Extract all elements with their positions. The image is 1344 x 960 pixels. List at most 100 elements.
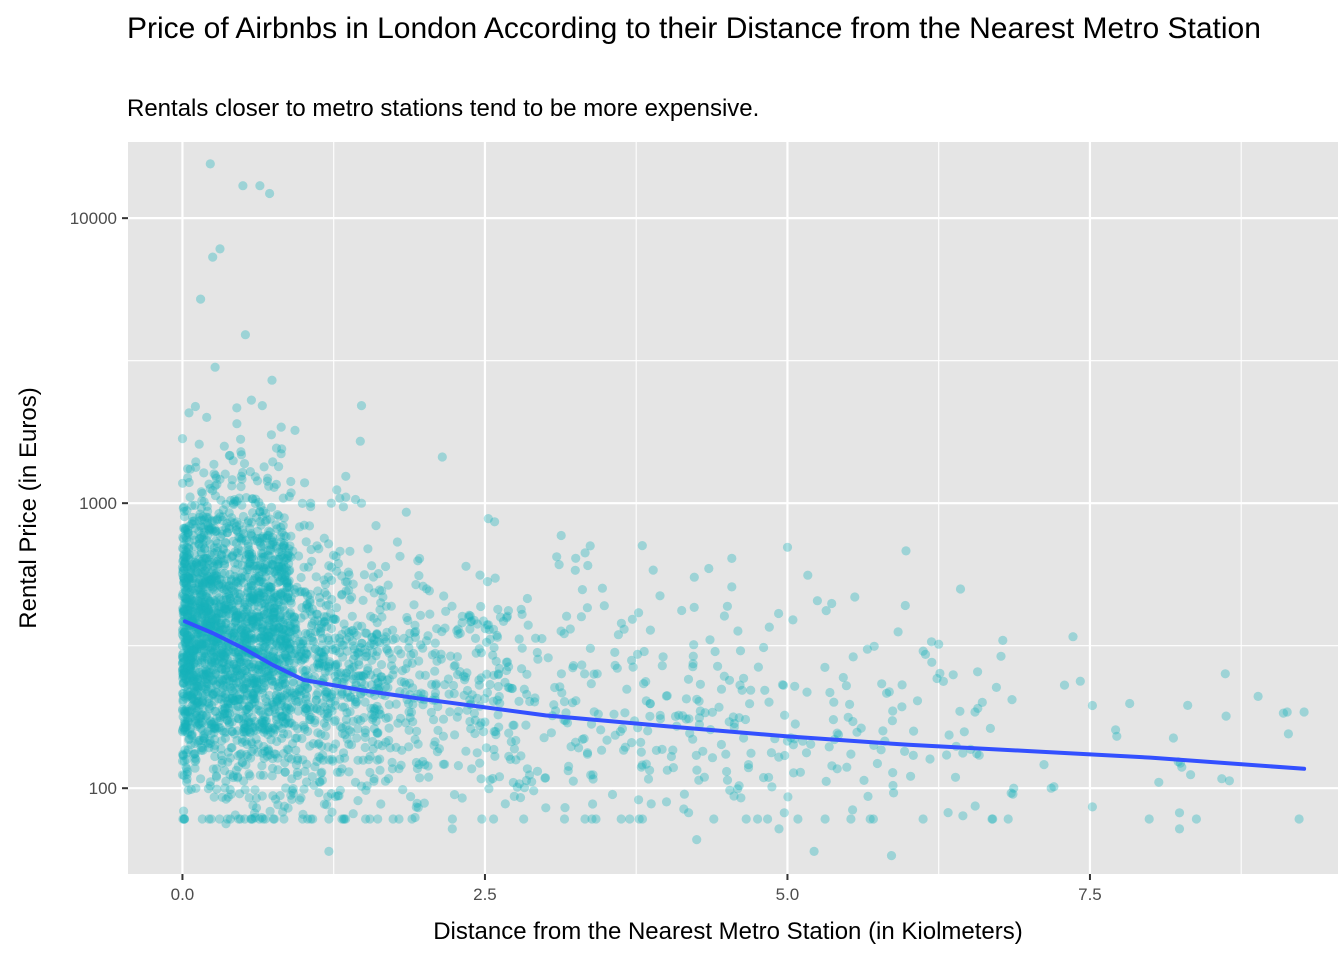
data-point	[254, 814, 264, 824]
data-point	[178, 648, 188, 658]
data-point	[179, 534, 189, 544]
data-point	[193, 691, 203, 701]
data-point	[634, 814, 644, 824]
data-point	[564, 761, 574, 772]
data-point	[275, 791, 285, 801]
data-point	[179, 691, 189, 701]
data-point	[285, 686, 295, 696]
data-point	[181, 557, 191, 567]
data-point	[229, 499, 239, 510]
data-point	[178, 607, 188, 617]
data-point	[250, 624, 261, 634]
data-point	[299, 562, 309, 572]
data-point	[298, 654, 308, 665]
data-point	[259, 462, 269, 472]
data-point	[258, 587, 268, 598]
data-point	[906, 771, 916, 781]
data-point	[283, 548, 293, 559]
data-point	[248, 618, 258, 629]
data-point	[438, 759, 448, 769]
data-point	[202, 518, 213, 528]
data-point	[398, 785, 408, 795]
data-point	[205, 539, 215, 549]
data-point	[202, 412, 212, 422]
data-point	[247, 494, 257, 504]
data-point	[218, 505, 228, 515]
data-point	[282, 653, 292, 663]
data-point	[346, 692, 356, 703]
data-point	[233, 772, 243, 782]
data-point	[246, 529, 256, 539]
data-point	[236, 534, 246, 544]
data-point	[278, 625, 288, 635]
data-point	[201, 634, 211, 644]
data-point	[430, 737, 440, 747]
data-point	[196, 604, 206, 614]
data-point	[228, 644, 238, 655]
data-point	[198, 511, 208, 522]
data-point	[278, 521, 288, 531]
data-point	[208, 690, 218, 700]
data-point	[453, 706, 464, 716]
data-point	[223, 646, 234, 656]
data-point	[254, 660, 265, 670]
y-tick-label: 1000	[79, 494, 117, 513]
data-point	[189, 588, 199, 598]
data-point	[224, 521, 234, 531]
data-point	[1253, 691, 1263, 702]
data-point	[238, 623, 248, 633]
data-point	[212, 575, 222, 585]
data-point	[205, 575, 215, 585]
data-point	[841, 681, 852, 691]
data-point	[260, 693, 270, 703]
data-point	[227, 475, 237, 485]
data-point	[185, 575, 195, 585]
data-point	[211, 570, 221, 581]
data-point	[264, 530, 274, 540]
data-point	[196, 515, 207, 525]
data-point	[597, 583, 608, 593]
data-point	[281, 638, 291, 649]
data-point	[194, 639, 204, 650]
data-point	[221, 588, 231, 598]
data-point	[206, 568, 217, 578]
data-point	[241, 666, 251, 676]
data-point	[448, 680, 459, 691]
data-point	[216, 688, 227, 698]
data-point	[179, 606, 189, 616]
data-point	[709, 814, 719, 824]
data-point	[200, 641, 210, 652]
data-point	[246, 580, 256, 590]
data-point	[268, 763, 278, 773]
data-point	[724, 717, 734, 727]
data-point	[272, 736, 282, 747]
data-point	[190, 585, 200, 596]
data-point	[225, 593, 235, 604]
data-point	[300, 724, 310, 735]
data-point	[254, 665, 264, 675]
data-point	[266, 582, 276, 592]
data-point	[221, 523, 231, 533]
data-point	[244, 769, 254, 779]
data-point	[278, 641, 288, 651]
data-point	[199, 734, 209, 744]
data-point	[543, 653, 553, 663]
data-point	[199, 648, 209, 658]
data-point	[282, 700, 293, 711]
data-point	[187, 516, 198, 526]
data-point	[211, 772, 222, 782]
data-point	[780, 710, 790, 720]
data-point	[938, 676, 949, 687]
data-point	[197, 634, 207, 644]
data-point	[240, 330, 250, 340]
data-point	[568, 661, 579, 671]
data-point	[215, 625, 225, 636]
data-point	[269, 603, 279, 614]
data-point	[200, 543, 210, 553]
data-point	[490, 517, 500, 527]
data-point	[228, 456, 238, 466]
data-point	[178, 478, 188, 488]
data-point	[210, 470, 220, 481]
data-point	[247, 699, 257, 709]
data-point	[251, 803, 262, 813]
